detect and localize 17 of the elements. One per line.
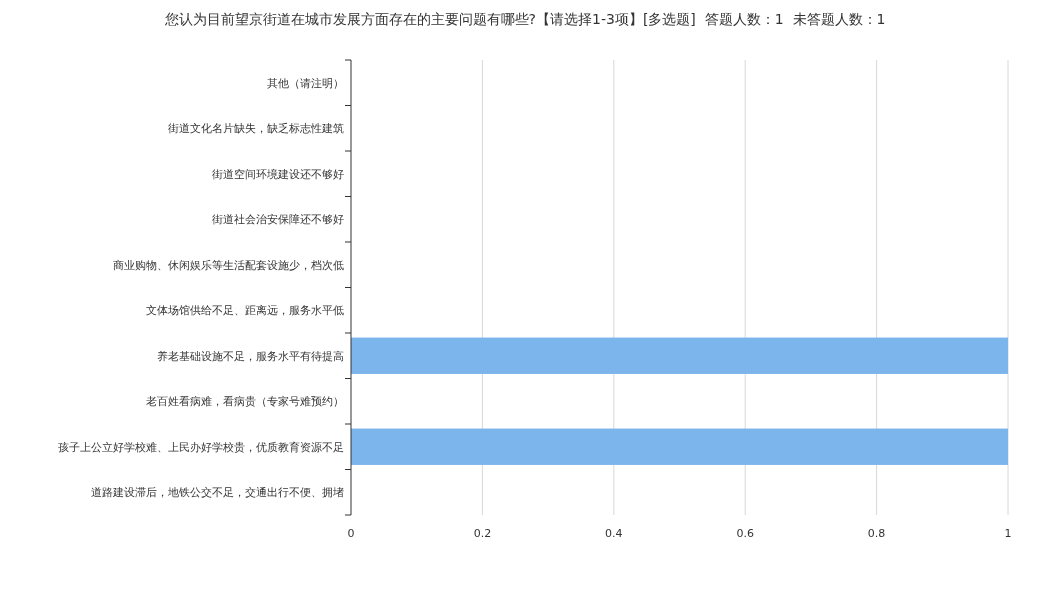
y-tick-label: 道路建设滞后，地铁公交不足，交通出行不便、拥堵	[91, 486, 344, 500]
x-tick-label: 0.4	[605, 527, 623, 540]
y-tick-label: 其他（请注明）	[267, 76, 344, 90]
x-tick-label: 1	[1004, 527, 1012, 540]
x-tick-label: 0.6	[736, 527, 754, 540]
y-tick-label: 街道社会治安保障还不够好	[212, 213, 344, 227]
y-tick-label: 街道文化名片缺失，缺乏标志性建筑	[168, 122, 344, 136]
y-tick-label: 商业购物、休闲娱乐等生活配套设施少，档次低	[113, 258, 344, 272]
y-tick-label: 文体场馆供给不足、距离远，服务水平低	[146, 304, 344, 318]
y-tick-label: 养老基础设施不足，服务水平有待提高	[157, 349, 344, 363]
chart-title: 您认为目前望京街道在城市发展方面存在的主要问题有哪些?【请选择1-3项】[多选题] 答题人数：1 未答题人数：1	[163, 11, 886, 27]
x-tick-label: 0.2	[473, 527, 492, 540]
x-tick-label: 0	[347, 527, 355, 540]
y-tick-label: 老百姓看病难，看病贵（专家号难预约）	[146, 395, 344, 409]
y-tick-label: 孩子上公立好学校难、上民办好学校贵，优质教育资源不足	[58, 440, 344, 454]
y-tick-label: 街道空间环境建设还不够好	[212, 167, 344, 181]
x-tick-label: 0.8	[867, 527, 886, 540]
